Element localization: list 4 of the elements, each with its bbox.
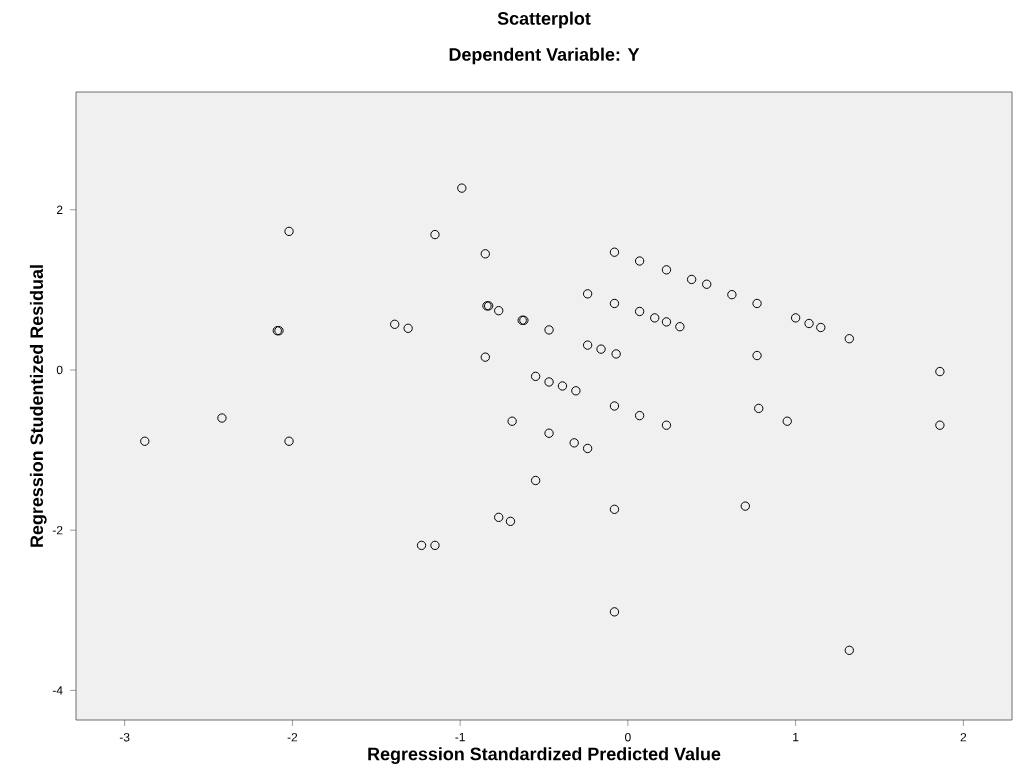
y-axis-title: Regression Studentized Residual xyxy=(29,265,47,547)
x-axis-title: Regression Standardized Predicted Value xyxy=(368,747,721,764)
chart-subtitle: Dependent Variable: Y xyxy=(449,47,640,65)
chart-title: Scatterplot xyxy=(497,11,591,29)
